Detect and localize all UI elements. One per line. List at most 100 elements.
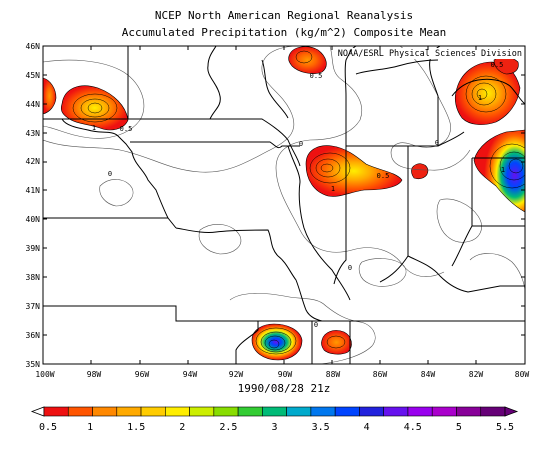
credit-text: NOAA/ESRL Physical Sciences Division	[338, 49, 522, 59]
colorbar-cell	[431, 406, 457, 417]
precip-area-ohio	[411, 163, 429, 180]
lon-tick-label: 80W	[515, 370, 530, 379]
state-boundaries	[43, 46, 525, 364]
storm-ring	[295, 50, 313, 64]
state-line	[61, 118, 177, 229]
zero-contour	[390, 46, 471, 171]
lat-tick-label: 38N	[26, 273, 41, 282]
lon-tick-label: 84W	[421, 370, 436, 379]
lon-tick-label: 100W	[35, 370, 54, 379]
storm-ring	[465, 75, 507, 113]
zero-contour	[436, 198, 482, 243]
lon-tick-label: 90W	[278, 370, 293, 379]
zero-contour	[99, 179, 134, 207]
contour-label: 0	[299, 140, 303, 148]
lat-tick-label: 42N	[26, 157, 41, 166]
colorbar-tick-label: 4.5	[404, 422, 422, 433]
lat-tick-label: 43N	[26, 129, 41, 138]
lat-tick-label: 37N	[26, 302, 41, 311]
lon-tick-label: 88W	[326, 370, 341, 379]
colorbar-tick-label: 1	[87, 422, 93, 433]
colorbar-cell	[286, 406, 312, 417]
latitude-axis: 46N 45N 44N 43N 42N 41N 40N 39N 38N 37N …	[26, 42, 525, 369]
state-line	[130, 141, 300, 149]
colorbar-cell	[334, 406, 360, 417]
contour-label: 1	[501, 166, 505, 174]
storm-ring	[80, 98, 110, 118]
contour-label: 0	[348, 264, 352, 272]
precip-area-michigan-ontario	[454, 61, 521, 125]
state-line	[261, 59, 289, 119]
precip-area-west-edge	[43, 77, 57, 115]
contour-labels: 0.5 0.5 0.5 0 0 0 0 0 0.5 1 1 1 1	[92, 61, 505, 329]
contour-label: 0	[314, 321, 318, 329]
storm-ring	[72, 93, 118, 123]
state-line	[344, 46, 357, 146]
lon-tick-label: 82W	[469, 370, 484, 379]
storm-ring	[315, 158, 341, 178]
contour-label: 1	[331, 185, 335, 193]
zero-contour	[43, 46, 301, 173]
storm-ring	[255, 327, 297, 355]
precip-area-illinois-indiana	[305, 145, 403, 197]
contour-label: 0.5	[377, 172, 390, 180]
colorbar-tick-label: 1.5	[127, 422, 145, 433]
lat-tick-label: 40N	[26, 215, 41, 224]
contour-label: 1	[92, 124, 96, 132]
storm-ring	[508, 158, 524, 174]
title-line-2: Accumulated Precipitation (kg/m^2) Compo…	[122, 26, 447, 39]
colorbar-cell	[213, 406, 239, 417]
zero-contour	[229, 293, 376, 364]
storm-ring	[309, 152, 351, 184]
colorbar-cell	[480, 406, 506, 417]
storm-ring	[87, 102, 103, 114]
storm-ring	[471, 82, 497, 106]
state-line	[43, 305, 525, 322]
colorbar-cell	[43, 406, 69, 417]
storm-ring	[326, 335, 346, 349]
colorbar-cell	[359, 406, 384, 417]
zero-contour	[358, 258, 407, 287]
storm-ring	[476, 88, 488, 100]
state-line	[235, 321, 259, 364]
state-line	[62, 46, 221, 120]
colorbar-cell	[237, 406, 263, 417]
colorbar-cell	[310, 406, 336, 417]
colorbar-tick-label: 3.5	[312, 422, 330, 433]
map-frame	[42, 45, 526, 365]
state-line	[287, 145, 351, 301]
lon-tick-marks	[90, 46, 477, 364]
state-line	[210, 118, 301, 167]
state-line	[407, 255, 525, 293]
colorbar-cell	[67, 406, 93, 417]
colorbar-cell	[456, 406, 482, 417]
colorbar-cell	[116, 406, 142, 417]
credit-background	[352, 48, 524, 59]
colorbar-tick-label: 0.5	[39, 422, 57, 433]
colorbar-tick-label: 2.5	[219, 422, 237, 433]
lat-tick-label: 41N	[26, 186, 41, 195]
colorbar-cell	[407, 406, 433, 417]
zero-contour	[43, 59, 145, 139]
colorbar-cell	[189, 406, 215, 417]
lat-tick-marks	[43, 45, 525, 336]
storm-ring	[264, 335, 286, 351]
precip-area-pennsylvania-storm	[473, 129, 525, 213]
contour-label: 1	[478, 94, 482, 102]
colorbar-cell	[165, 406, 190, 417]
lon-tick-label: 98W	[87, 370, 102, 379]
precip-area-arkansas-storm	[251, 323, 303, 361]
colorbar-right-arrow	[504, 406, 519, 417]
zero-contour	[198, 224, 242, 255]
contour-label: 0.5	[491, 61, 504, 69]
colorbar-tick-label: 3	[271, 422, 277, 433]
storm-ring	[260, 331, 292, 353]
state-line	[175, 227, 323, 322]
colorbar-cell	[262, 406, 287, 417]
state-line	[333, 146, 347, 285]
state-line	[451, 225, 473, 267]
lat-tick-label: 45N	[26, 71, 41, 80]
storm-ring	[268, 339, 280, 349]
colorbar-tick-label: 4	[364, 422, 370, 433]
colorbar-tick-label: 5	[456, 422, 462, 433]
